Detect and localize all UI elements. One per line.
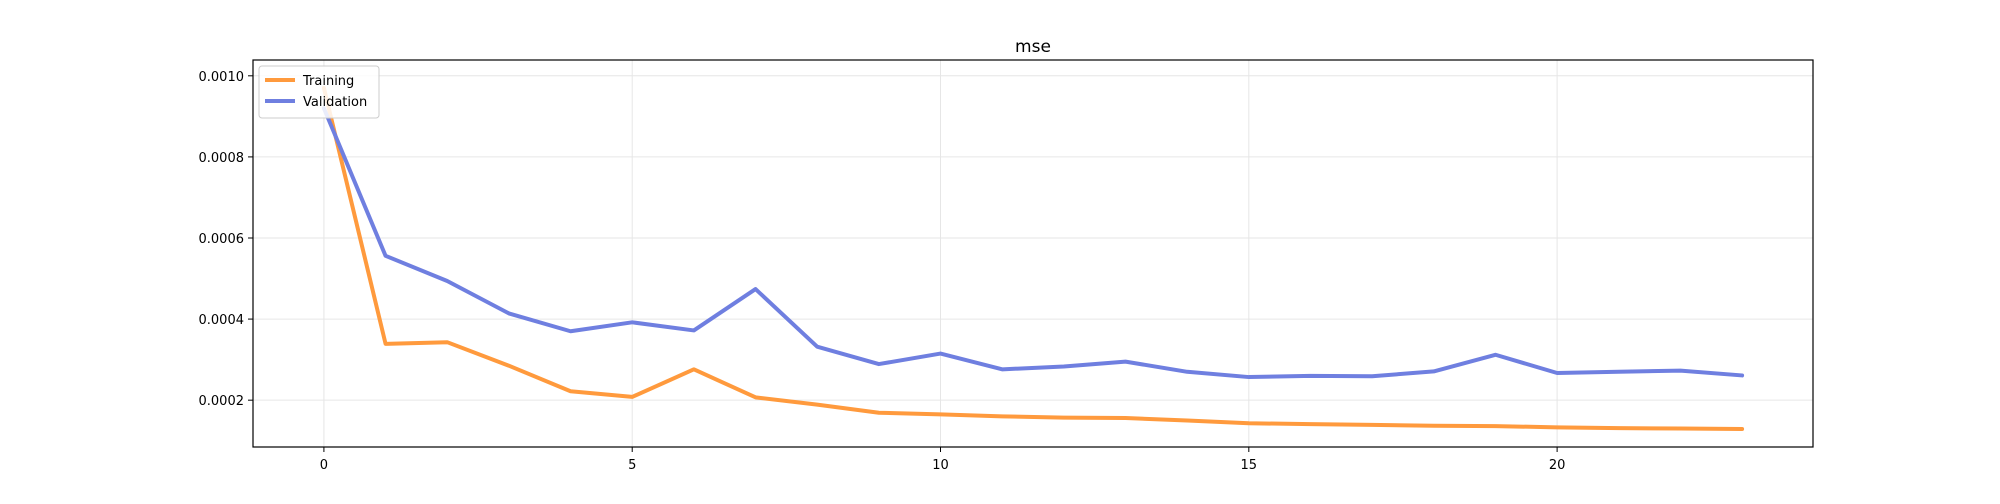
validation-series-line [321, 106, 1745, 380]
legend-label-training: Training [302, 74, 354, 89]
x-tick-label: 0 [320, 458, 328, 473]
chart-title: mse [1015, 37, 1051, 57]
y-tick-label: 0.0008 [199, 151, 245, 166]
tick-layer: 0 5 10 15 20 0.0002 0.0004 0.0006 0.0008 0.0010 [199, 70, 1566, 473]
plot-frame [252, 59, 1814, 448]
legend-label-validation: Validation [303, 95, 367, 110]
x-tick-label: 15 [1241, 458, 1258, 473]
x-tick-label: 20 [1549, 458, 1566, 473]
grid-layer [253, 60, 1813, 447]
y-tick-label: 0.0004 [199, 313, 245, 328]
x-tick-label: 5 [628, 458, 636, 473]
y-tick-label: 0.0006 [199, 232, 245, 247]
y-tick-label: 0.0010 [199, 70, 245, 85]
training-series-line [321, 85, 1745, 431]
x-tick-label: 10 [932, 458, 949, 473]
y-tick-label: 0.0002 [199, 394, 245, 409]
series-layer [321, 85, 1745, 431]
legend: Training Validation [258, 65, 380, 119]
